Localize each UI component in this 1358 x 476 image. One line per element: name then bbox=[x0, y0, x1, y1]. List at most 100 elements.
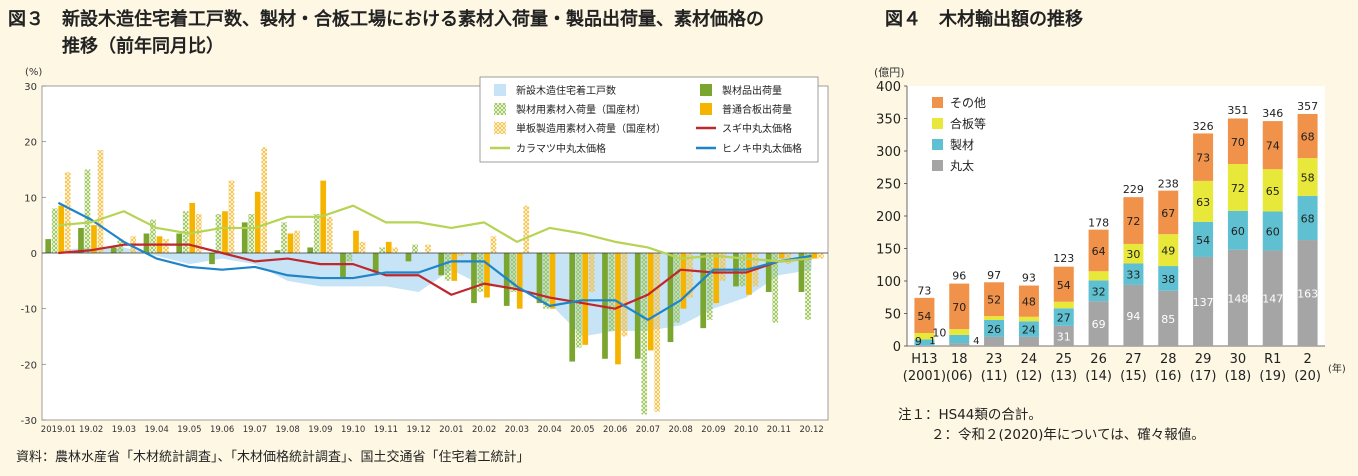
fig3-ytick-label: -10 bbox=[21, 305, 37, 316]
fig3-xtick-label: 20.07 bbox=[636, 425, 660, 435]
fig3-bar bbox=[785, 253, 792, 265]
fig4-total-label: 96 bbox=[952, 270, 966, 283]
fig3-bar bbox=[765, 253, 772, 292]
fig4-bar-label: 30 bbox=[1126, 248, 1140, 261]
fig4-bar-segment bbox=[949, 343, 970, 346]
fig3-bar bbox=[195, 214, 202, 253]
fig4-bar-segment bbox=[1018, 321, 1039, 337]
fig4-bar-segment bbox=[1158, 266, 1179, 291]
fig4-bar-segment bbox=[1193, 180, 1214, 222]
fig3-legend-label: 単板製造用素材入荷量（国産材） bbox=[516, 122, 666, 135]
fig4-total-label: 351 bbox=[1227, 104, 1248, 117]
fig3-bar bbox=[667, 253, 674, 343]
fig4-legend-swatch bbox=[932, 97, 943, 108]
fig3-bar bbox=[608, 253, 615, 331]
fig4-bar-label: 32 bbox=[1092, 285, 1106, 298]
fig3-bar bbox=[634, 253, 641, 359]
fig3-bar bbox=[680, 253, 687, 309]
fig4-bar-segment bbox=[1158, 234, 1179, 267]
fig3-xtick-label: 20.01 bbox=[439, 425, 463, 435]
fig4-bar-segment bbox=[1018, 285, 1039, 317]
fig4-bar-label: 137 bbox=[1193, 296, 1214, 309]
fig4-xunit-label: (年) bbox=[1328, 362, 1346, 375]
fig4-ytick-label: 150 bbox=[876, 243, 901, 258]
fig3-bar bbox=[294, 230, 300, 253]
fig4-bar-label: 72 bbox=[1126, 215, 1140, 228]
fig4-legend-swatch bbox=[932, 139, 943, 150]
fig4-bar-label: 60 bbox=[1266, 225, 1280, 238]
fig3-bar bbox=[484, 253, 490, 298]
fig4-bar-segment bbox=[1193, 221, 1214, 257]
fig3-xtick-label: 20.05 bbox=[570, 425, 594, 435]
fig4-bar-segment bbox=[1088, 229, 1109, 272]
fig4-bar-label: 52 bbox=[987, 294, 1001, 307]
fig4-bar-segment bbox=[949, 283, 970, 330]
fig4-note-1: 注１：HS44類の合計。 bbox=[898, 407, 1042, 423]
fig3-bar bbox=[451, 253, 458, 281]
fig3-legend-label: ヒノキ中丸太価格 bbox=[722, 142, 802, 155]
fig3-bar bbox=[58, 205, 65, 253]
fig3-legend-label: カラマツ中丸太価格 bbox=[516, 142, 606, 155]
fig3-bar bbox=[287, 233, 294, 253]
fig4-bar-label: 1 bbox=[929, 336, 935, 347]
fig3-xtick-label: 20.06 bbox=[603, 425, 627, 435]
fig4-bar-segment bbox=[1297, 113, 1318, 159]
fig3-bar bbox=[523, 205, 530, 253]
fig3-bar bbox=[471, 253, 477, 304]
fig4-title: 図４ 木材輸出額の推移 bbox=[885, 9, 1083, 30]
fig4-bar-label: 31 bbox=[1057, 330, 1071, 343]
fig3-bar bbox=[372, 253, 379, 273]
fig3-bar bbox=[326, 216, 333, 253]
fig4-bar-label: 9 bbox=[915, 335, 922, 348]
fig3-legend-label: 新設木造住宅着工戸数 bbox=[516, 84, 616, 97]
fig4-legend-label: その他 bbox=[950, 96, 986, 110]
fig4-xtick-sublabel: (15) bbox=[1120, 369, 1147, 384]
fig3-bar bbox=[772, 253, 779, 323]
fig4-xtick-label: 2 bbox=[1303, 352, 1311, 367]
fig3-bar bbox=[261, 147, 268, 253]
fig4-plot-area bbox=[907, 86, 1325, 346]
fig3-bar bbox=[805, 253, 811, 320]
fig3-bar bbox=[811, 253, 818, 259]
fig4-bar-label: 54 bbox=[917, 310, 931, 323]
fig4-bar-segment bbox=[1262, 250, 1283, 346]
fig4-xtick-label: H13 bbox=[911, 352, 937, 367]
fig3-bar bbox=[536, 253, 543, 304]
fig3-unit-label: (%) bbox=[25, 67, 42, 78]
fig4-xtick-sublabel: (16) bbox=[1155, 369, 1182, 384]
fig4-bar-label: 85 bbox=[1161, 313, 1175, 326]
fig3-legend-swatch bbox=[494, 103, 506, 115]
fig3-chart: (%) 30 20 10 0 -10 -20 -30 2019.01 19.02 19.03 19.0… bbox=[21, 67, 829, 435]
fig3-legend-label: 普通合板出荷量 bbox=[722, 103, 792, 116]
fig4-xtick-label: 29 bbox=[1195, 352, 1212, 367]
fig4-bar-label: 69 bbox=[1092, 318, 1106, 331]
fig4-bar-segment bbox=[984, 320, 1005, 337]
fig3-bar bbox=[654, 253, 661, 412]
fig4-bar-segment bbox=[1088, 271, 1109, 281]
fig3-bar bbox=[569, 253, 576, 362]
fig4-xtick-label: 28 bbox=[1160, 352, 1177, 367]
fig3-ytick-label: -20 bbox=[21, 360, 37, 371]
fig4-unit-label: (億円) bbox=[874, 66, 905, 79]
fig4-xtick-label: 26 bbox=[1090, 352, 1107, 367]
fig3-xtick-label: 19.06 bbox=[210, 425, 234, 435]
fig3-bar bbox=[64, 172, 71, 253]
fig3-bar bbox=[457, 253, 464, 256]
fig4-ytick-label: 200 bbox=[876, 210, 901, 225]
fig4-xtick-sublabel: (19) bbox=[1259, 369, 1286, 384]
fig3-bar bbox=[549, 253, 556, 309]
fig3-bar bbox=[706, 253, 713, 320]
fig4-bar-segment bbox=[1297, 195, 1318, 241]
fig3-xtick-label: 20.10 bbox=[734, 425, 758, 435]
fig3-bar bbox=[163, 239, 169, 253]
fig3-xtick-label: 2019.01 bbox=[41, 425, 76, 435]
fig3-xtick-label: 19.09 bbox=[308, 425, 332, 435]
fig4-bar-label: 48 bbox=[1022, 296, 1036, 309]
fig4-bar-segment bbox=[949, 329, 970, 335]
fig4-bar-segment bbox=[1123, 263, 1144, 285]
fig4-bar-segment bbox=[1053, 301, 1074, 309]
fig4-bar-label: 54 bbox=[1057, 279, 1071, 292]
fig4-legend-swatch bbox=[932, 118, 943, 129]
fig4-bar-label: 147 bbox=[1262, 293, 1283, 306]
